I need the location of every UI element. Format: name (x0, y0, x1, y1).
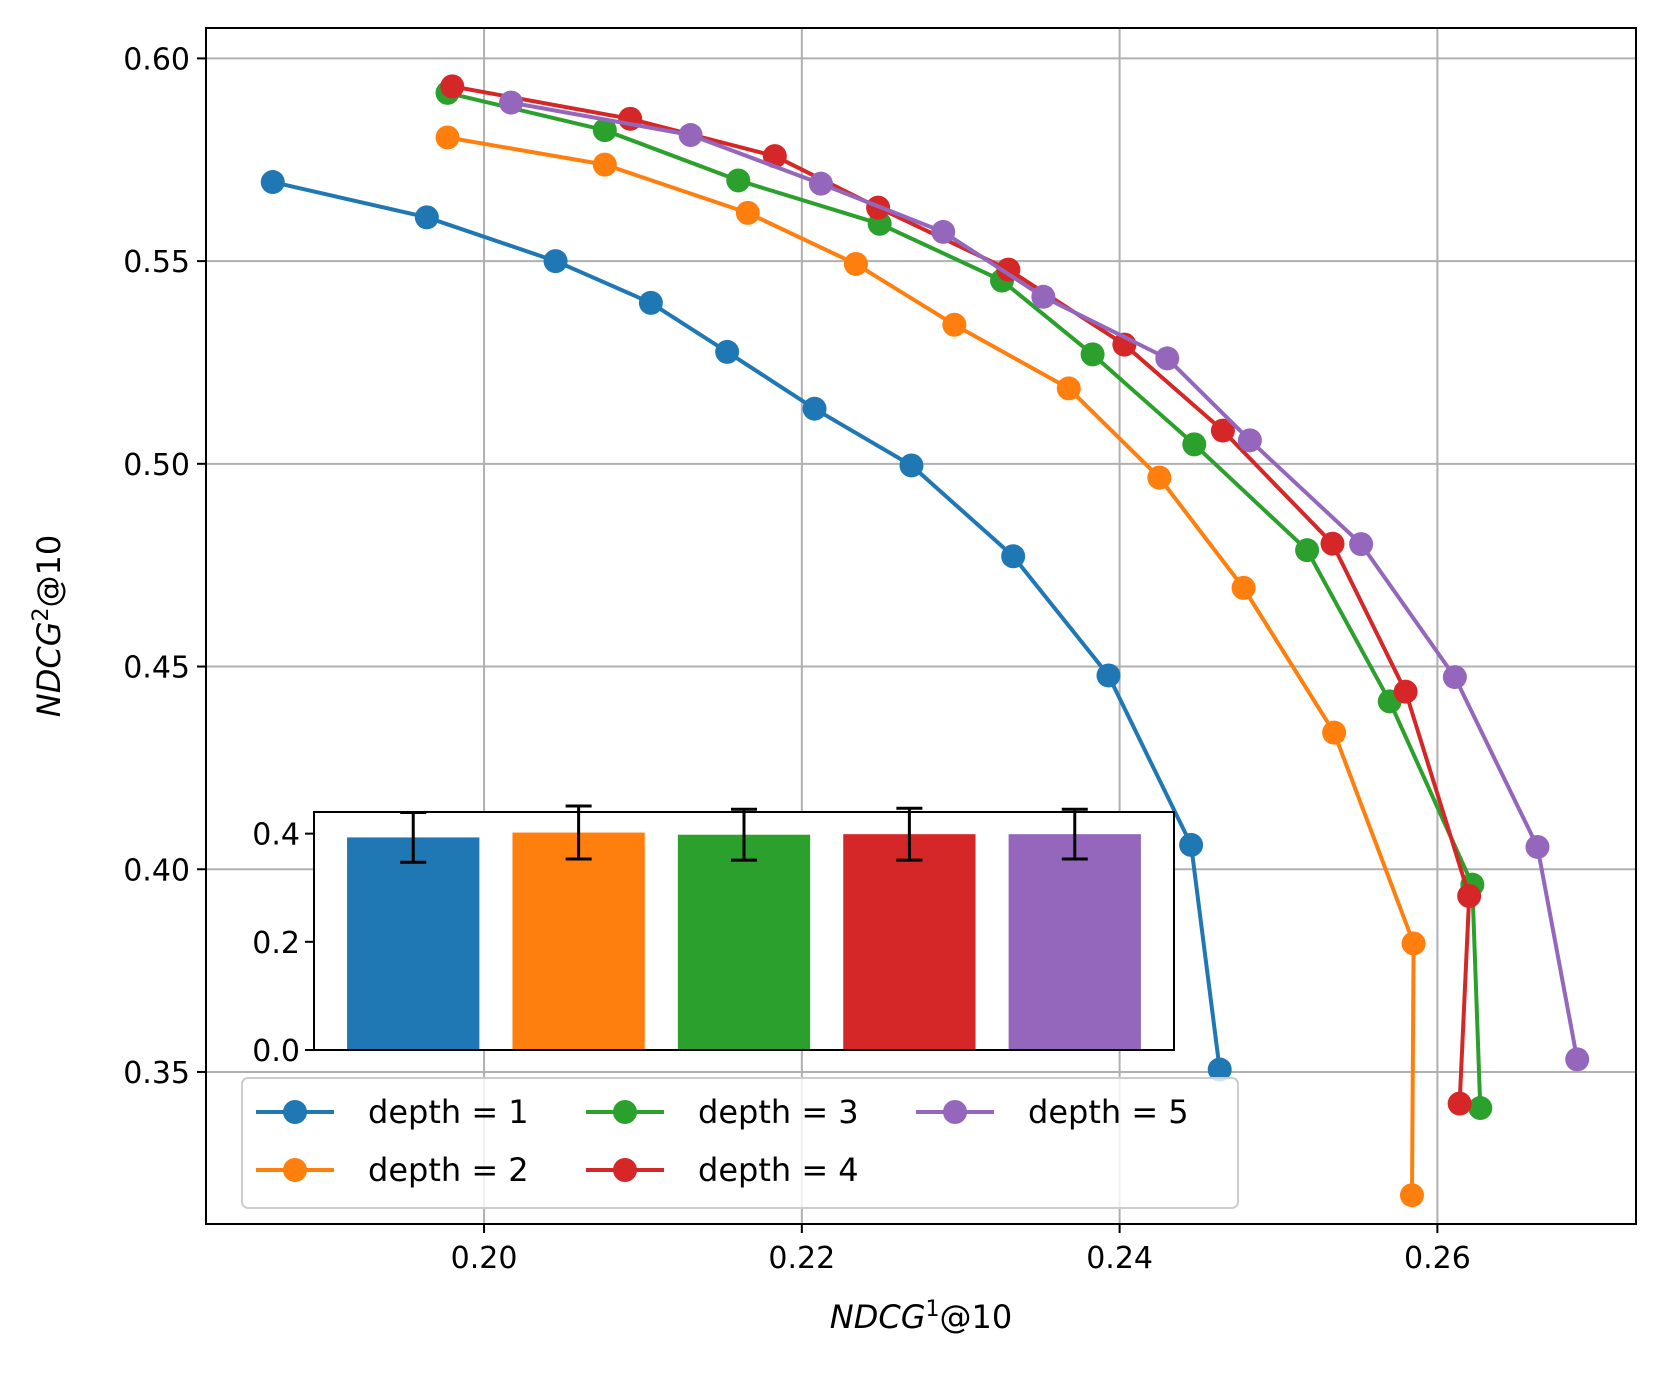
data-point (678, 123, 703, 148)
main-ticks: 0.20 0.22 0.24 0.26 0.35 0.40 0.45 0.50 0.55 0.60 (123, 42, 1471, 1276)
inset-y-tick-label: 0.4 (252, 818, 300, 853)
data-point (499, 90, 524, 115)
x-tick-label: 0.24 (1086, 1241, 1153, 1276)
data-point (1237, 428, 1262, 453)
inset-bar (677, 834, 811, 1050)
data-point (440, 74, 465, 99)
data-point (899, 453, 924, 478)
data-point (808, 171, 833, 196)
inset-bars (347, 804, 1141, 1050)
data-point (1442, 665, 1467, 690)
inset-bar (347, 837, 480, 1050)
data-point (843, 251, 868, 276)
legend-item-3: depth = 3 (586, 1093, 859, 1131)
y-tick-label: 0.45 (123, 651, 190, 686)
legend-marker (613, 1158, 637, 1182)
data-point (638, 290, 663, 315)
data-point (1322, 720, 1347, 745)
inset-ticks: 0.0 0.2 0.4 (252, 818, 314, 1069)
y-axis-label: NDCG2@10 (29, 535, 68, 717)
legend-items: depth = 1 depth = 2 depth = 3 depth = 4 dept… (256, 1093, 1189, 1189)
data-point (1447, 1091, 1472, 1116)
data-point (1056, 376, 1081, 401)
data-point (414, 205, 439, 230)
legend-marker (283, 1100, 307, 1124)
data-point (1393, 679, 1418, 704)
y-tick-label: 0.60 (123, 42, 190, 77)
data-point (1155, 346, 1180, 371)
data-point (1399, 1183, 1424, 1208)
x-tick-label: 0.20 (451, 1241, 518, 1276)
data-point (1295, 538, 1320, 563)
error-bar (896, 806, 923, 862)
data-point (1349, 532, 1374, 557)
data-point (802, 396, 827, 421)
data-point (1147, 465, 1172, 490)
legend-label: depth = 2 (368, 1151, 529, 1189)
legend-marker (283, 1158, 307, 1182)
data-point (592, 118, 617, 143)
data-point (1207, 1057, 1232, 1082)
legend: depth = 1 depth = 2 depth = 3 depth = 4 dept… (241, 1077, 1239, 1209)
data-point (1182, 432, 1207, 457)
inset-y-tick-label: 0.2 (252, 926, 300, 961)
legend-item-2: depth = 2 (256, 1151, 529, 1189)
error-bar (565, 804, 592, 861)
data-point (726, 168, 751, 193)
data-point (592, 152, 617, 177)
data-point (1231, 575, 1256, 600)
x-tick-label: 0.22 (768, 1241, 835, 1276)
legend-marker (613, 1100, 637, 1124)
error-bar (1061, 807, 1088, 861)
data-point (435, 125, 460, 150)
y-tick-label: 0.55 (123, 245, 190, 280)
data-point (1210, 418, 1235, 443)
data-point (1001, 544, 1026, 569)
series-5 (499, 90, 1590, 1072)
data-point (1525, 834, 1550, 859)
x-axis-label: NDCG1@10 (830, 1297, 1012, 1336)
inset-bar-chart: 0.0 0.2 0.4 (252, 804, 1175, 1069)
legend-marker (943, 1100, 967, 1124)
series-1 (260, 170, 1232, 1082)
inset-axes-frame (313, 811, 1175, 1051)
legend-item-4: depth = 4 (586, 1151, 859, 1189)
error-bar (731, 807, 757, 862)
data-point (1096, 663, 1121, 688)
data-point (1468, 1096, 1493, 1121)
y-tick-label: 0.40 (123, 853, 190, 888)
legend-label: depth = 4 (698, 1151, 859, 1189)
data-point (1457, 884, 1482, 909)
legend-item-1: depth = 1 (256, 1093, 529, 1131)
data-point (543, 249, 568, 274)
data-point (735, 200, 760, 225)
data-point (1179, 832, 1204, 857)
main-series (260, 74, 1590, 1208)
y-tick-label: 0.50 (123, 448, 190, 483)
series-4 (440, 74, 1482, 1116)
main-axes-frame (205, 27, 1637, 1225)
data-point (260, 170, 285, 195)
data-point (942, 312, 967, 337)
inset-y-tick-label: 0.0 (252, 1034, 300, 1069)
data-point (1320, 531, 1345, 556)
data-point (715, 339, 740, 364)
inset-bar (1008, 834, 1141, 1050)
legend-item-5: depth = 5 (916, 1093, 1189, 1131)
data-point (1565, 1047, 1590, 1072)
inset-bar (512, 832, 645, 1050)
x-tick-label: 0.26 (1404, 1241, 1471, 1276)
legend-label: depth = 3 (698, 1093, 859, 1131)
data-point (996, 257, 1021, 282)
legend-label: depth = 1 (368, 1093, 529, 1131)
data-point (1031, 284, 1056, 309)
y-tick-label: 0.35 (123, 1056, 190, 1091)
legend-label: depth = 5 (1028, 1093, 1189, 1131)
inset-bar (843, 834, 976, 1050)
data-point (1401, 931, 1426, 956)
series-2 (435, 125, 1426, 1208)
data-point (931, 219, 956, 244)
data-point (1080, 342, 1105, 367)
